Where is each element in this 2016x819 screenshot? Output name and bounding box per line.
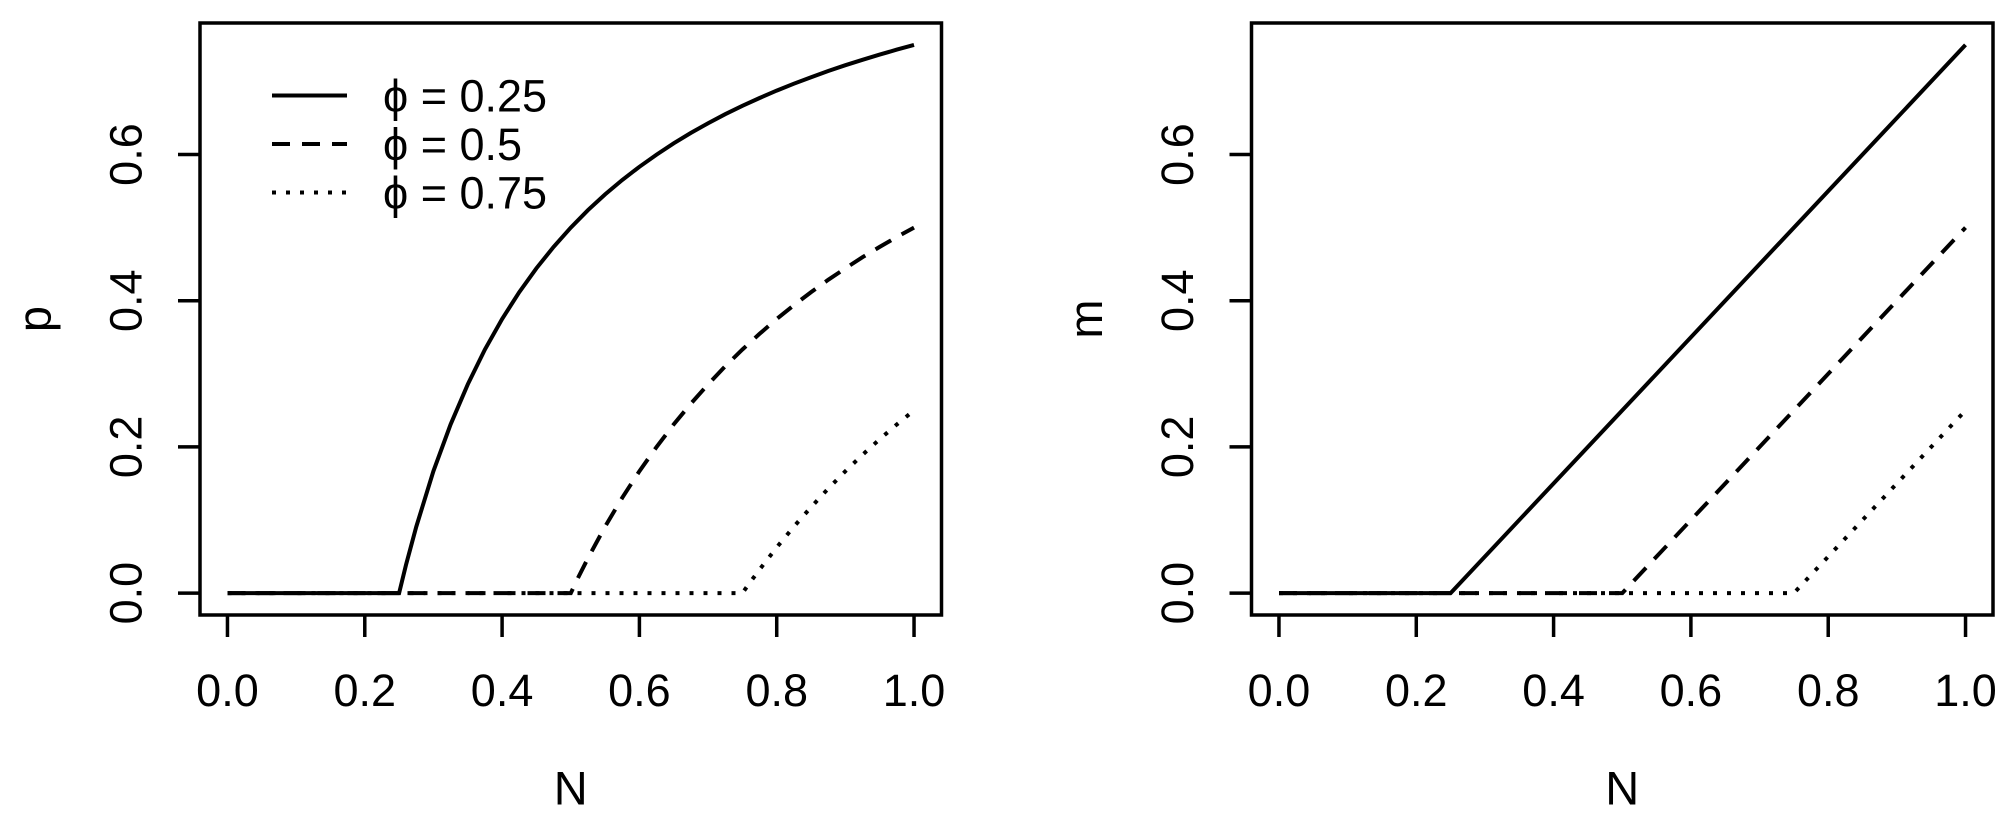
x-tick-label: 0.6 (1660, 665, 1723, 716)
x-tick-label: 0.8 (1797, 665, 1860, 716)
y-axis-title: p (7, 306, 60, 332)
x-tick-label: 0.4 (471, 665, 534, 716)
x-tick-label: 1.0 (883, 665, 946, 716)
y-tick-label: 0.0 (101, 562, 152, 625)
legend-label: ϕ = 0.5 (383, 119, 522, 170)
curve-phi-0.25 (1279, 43, 1967, 596)
y-tick-label: 0.4 (1152, 269, 1203, 332)
y-tick-label: 0.6 (1152, 123, 1203, 186)
x-tick-label: 0.0 (1248, 665, 1311, 716)
curve-phi-0.25 (227, 42, 915, 596)
legend: ϕ = 0.25ϕ = 0.5ϕ = 0.75 (272, 70, 547, 218)
y-tick-label: 0.4 (101, 269, 152, 332)
x-tick-label: 0.8 (745, 665, 808, 716)
x-tick-label: 0.0 (196, 665, 259, 716)
curve-phi-0.75 (227, 408, 916, 596)
x-tick-label: 0.2 (333, 665, 396, 716)
x-tick-label: 1.0 (1934, 665, 1997, 716)
x-axis-title: N (1605, 761, 1639, 814)
panel-m-vs-N: 0.0 0.2 0.4 0.6 0.8 1.0 0.0 0.2 0.4 0.6 Nm (1059, 21, 1997, 814)
x-tick-label: 0.4 (1522, 665, 1585, 716)
plot-box (198, 21, 944, 617)
x-tick-label: 0.6 (608, 665, 671, 716)
y-tick-label: 0.6 (101, 123, 152, 186)
y-tick-label: 0.2 (101, 416, 152, 479)
legend-label: ϕ = 0.25 (383, 70, 547, 121)
y-tick-label: 0.0 (1152, 562, 1203, 625)
y-axis-title: m (1059, 299, 1112, 338)
x-tick-label: 0.2 (1385, 665, 1448, 716)
x-axis-title: N (554, 761, 588, 814)
legend-label: ϕ = 0.75 (383, 167, 547, 218)
curve-phi-0.5 (227, 225, 915, 596)
curve-phi-0.75 (1279, 409, 1967, 596)
curve-phi-0.5 (1279, 226, 1967, 596)
plot-box (1249, 21, 1995, 617)
panel-p-vs-N: 0.0 0.2 0.4 0.6 0.8 1.0 0.0 0.2 0.4 0.6 Np ϕ = 0.25… (7, 21, 946, 814)
y-tick-label: 0.2 (1152, 416, 1203, 479)
